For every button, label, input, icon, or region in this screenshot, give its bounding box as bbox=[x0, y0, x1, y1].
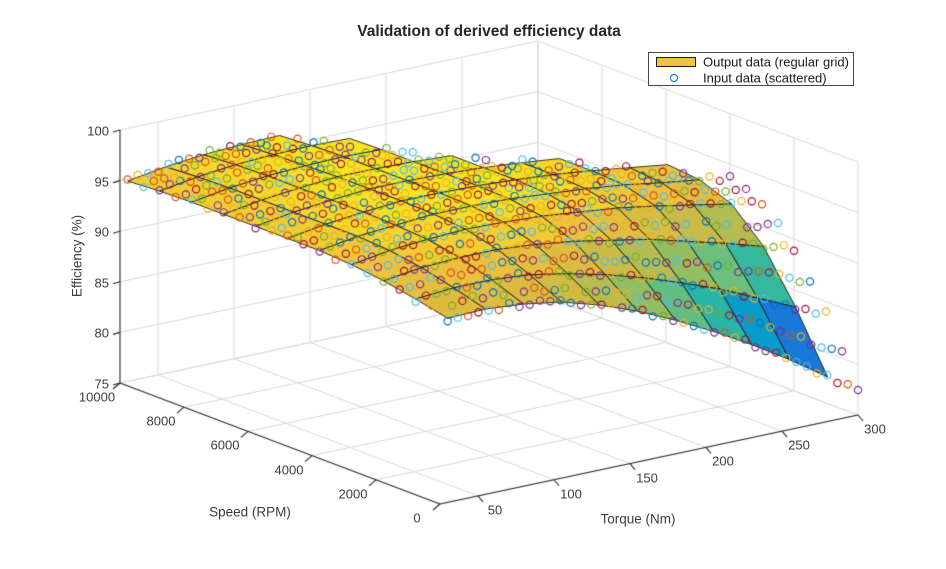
plot-title: Validation of derived efficiency data bbox=[357, 23, 621, 40]
y-tick-label: 2000 bbox=[338, 486, 368, 502]
x-tick-label: 300 bbox=[864, 421, 886, 437]
y-tick-label: 0 bbox=[413, 510, 421, 526]
y-tick-label: 10000 bbox=[78, 389, 116, 405]
x-tick-label: 150 bbox=[636, 470, 658, 486]
y-axis-label: Speed (RPM) bbox=[209, 504, 291, 520]
legend-item-surface: Output data (regular grid) bbox=[649, 54, 853, 70]
legend-label-surface: Output data (regular grid) bbox=[703, 54, 849, 70]
y-tick-label: 4000 bbox=[274, 462, 304, 478]
z-tick-label: 75 bbox=[94, 376, 109, 392]
z-axis-label: Efficiency (%) bbox=[69, 214, 85, 298]
legend-item-scatter: Input data (scattered) bbox=[649, 70, 853, 86]
z-tick-label: 90 bbox=[94, 224, 109, 240]
x-tick-label: 200 bbox=[712, 453, 734, 469]
y-tick-label: 8000 bbox=[146, 413, 176, 429]
y-tick-label: 6000 bbox=[210, 437, 240, 453]
x-axis-label: Torque (Nm) bbox=[600, 511, 676, 527]
legend: Output data (regular grid) Input data (s… bbox=[648, 52, 854, 86]
z-tick-label: 95 bbox=[94, 174, 109, 190]
z-tick-label: 80 bbox=[94, 325, 109, 341]
x-tick-label: 250 bbox=[788, 437, 810, 453]
surface-swatch-icon bbox=[656, 57, 696, 67]
x-tick-label: 50 bbox=[487, 502, 503, 518]
z-tick-label: 100 bbox=[87, 123, 109, 139]
z-tick-label: 85 bbox=[94, 275, 109, 291]
x-tick-label: 100 bbox=[560, 486, 582, 502]
scatter-marker-icon bbox=[670, 74, 678, 82]
legend-label-scatter: Input data (scattered) bbox=[703, 70, 827, 86]
